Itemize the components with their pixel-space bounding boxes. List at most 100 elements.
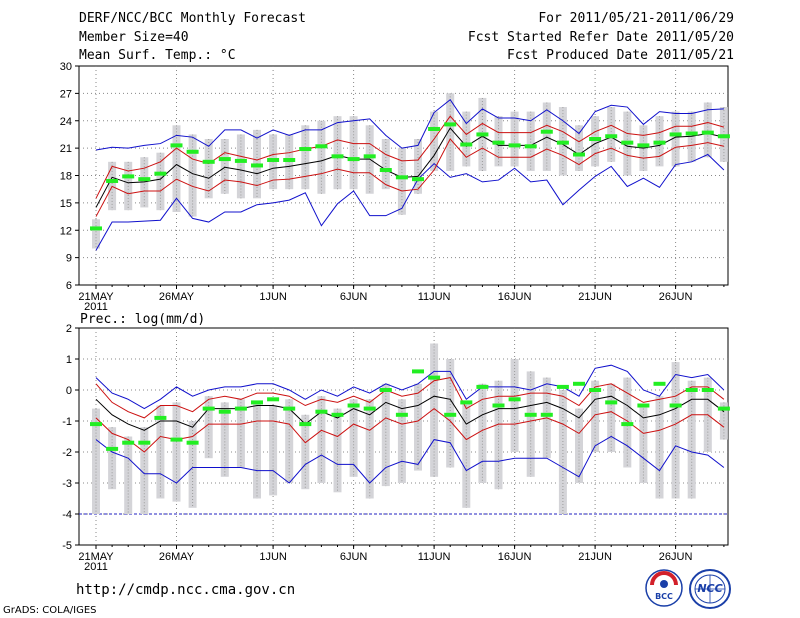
temperature-spread-bar — [172, 125, 181, 212]
temperature-spread-bar — [156, 152, 165, 211]
temperature-median-marker — [540, 129, 553, 134]
precipitation-spread-bar — [575, 408, 583, 483]
temperature-median-marker — [717, 134, 730, 139]
temperature-median-marker — [154, 171, 167, 176]
temperature-median-marker — [685, 131, 698, 136]
temperature-xtick-label: 16JUN — [498, 291, 532, 303]
bcc-logo-text: BCC — [655, 592, 673, 601]
precipitation-spread-bar — [462, 402, 471, 508]
temperature-spread-bar — [526, 111, 535, 171]
precipitation-ytick-label: 1 — [66, 354, 72, 366]
precipitation-spread-bar — [92, 408, 100, 514]
precipitation-median-marker — [428, 375, 441, 380]
temperature-median-marker — [412, 177, 424, 182]
precipitation-spread-bar — [220, 402, 229, 477]
temperature-median-marker — [589, 137, 602, 141]
temperature-spread-bar — [204, 139, 213, 199]
temperature-median-marker — [186, 149, 199, 154]
precipitation-median-marker — [90, 422, 102, 427]
temperature-median-marker — [234, 158, 247, 163]
precipitation-median-marker — [299, 422, 312, 427]
temperature-spread-bar — [236, 134, 245, 199]
precipitation-ytick-label: 0 — [66, 385, 72, 397]
temperature-median-marker — [347, 157, 360, 162]
temperature-median-marker — [299, 147, 312, 152]
precipitation-median-marker — [106, 446, 119, 451]
temperature-median-marker — [621, 140, 634, 145]
precipitation-spread-bar — [156, 405, 165, 499]
precipitation-median-marker — [701, 388, 714, 392]
precipitation-spread-bar — [414, 383, 422, 471]
precipitation-xtick-label: 21MAY — [78, 551, 114, 563]
temperature-median-marker — [379, 168, 392, 173]
temperature-xtick-year: 2011 — [84, 301, 108, 313]
ncc-logo-text: NCC — [697, 582, 723, 595]
precipitation-ytick-label: -2 — [62, 447, 72, 459]
precipitation-xtick-label: 26MAY — [159, 551, 195, 563]
precipitation-median-marker — [379, 388, 392, 392]
precipitation-spread-bar — [172, 402, 181, 502]
precipitation-median-marker — [234, 406, 247, 411]
temperature-median-marker — [524, 144, 537, 149]
temperature-spread-bar — [188, 134, 197, 217]
precipitation-median-marker — [444, 412, 457, 417]
precipitation-ytick-label: 2 — [66, 323, 72, 335]
forecast-period: For 2011/05/21-2011/06/29 — [538, 11, 734, 26]
temperature-ytick-label: 6 — [66, 280, 72, 292]
precipitation-median-marker — [540, 412, 553, 417]
precipitation-median-marker — [685, 388, 698, 392]
temperature-median-marker — [106, 178, 119, 183]
temperature-ytick-label: 24 — [60, 116, 72, 128]
precipitation-spread-bar — [510, 359, 519, 452]
precipitation-spread-bar — [317, 396, 326, 483]
temperature-spread-bar — [430, 111, 439, 171]
temperature-median-marker — [460, 142, 473, 147]
temperature-median-marker — [508, 143, 521, 148]
precipitation-median-marker — [154, 415, 167, 420]
temperature-median-marker — [218, 157, 231, 162]
precipitation-spread-bar — [349, 399, 358, 477]
temperature-median-marker — [90, 226, 102, 231]
precipitation-xtick-label: 6JUN — [340, 551, 368, 563]
precipitation-ytick-label: -3 — [62, 478, 72, 490]
temperature-median-marker — [170, 143, 183, 148]
precipitation-frame — [78, 327, 729, 546]
precipitation-xtick-label: 11JUN — [418, 551, 451, 563]
temperature-spread-bar — [92, 219, 100, 249]
temperature-max-line — [95, 99, 724, 151]
grads-credit: GrADS: COLA/IGES — [3, 605, 97, 616]
precipitation-median-marker — [492, 403, 505, 408]
precipitation-spread-bar — [478, 383, 487, 483]
precipitation-min-line — [95, 435, 725, 484]
precipitation-xtick-label: 21JUN — [578, 551, 612, 563]
temperature-median-marker — [556, 140, 569, 145]
bcc-logo: BCC — [644, 568, 684, 608]
temperature-xtick-label: 11JUN — [418, 291, 451, 303]
precip-panel-label: Prec.: log(mm/d) — [80, 312, 208, 327]
precipitation-mean-line — [95, 395, 725, 431]
precipitation-median-marker — [412, 369, 424, 374]
temperature-spread-bar — [381, 139, 390, 190]
precipitation-median-marker — [476, 384, 489, 389]
precipitation-median-marker — [621, 422, 634, 427]
precipitation-ytick-label: -1 — [62, 416, 72, 428]
temperature-median-marker — [138, 177, 151, 182]
precipitation-spread-bar — [639, 405, 648, 483]
precipitation-spread-bar — [558, 390, 567, 514]
precipitation-median-marker — [524, 412, 537, 417]
precipitation-median-marker — [170, 437, 183, 442]
ncc-logo: NCC — [688, 568, 732, 610]
precipitation-median-marker — [138, 440, 151, 445]
precipitation-spread-bar — [301, 414, 310, 490]
temperature-ytick-label: 15 — [60, 198, 72, 210]
precipitation-median-marker — [395, 412, 408, 417]
forecast-start-date: Fcst Started Refer Date 2011/05/20 — [467, 30, 734, 45]
temperature-median-marker — [363, 154, 376, 159]
member-size: Member Size=40 — [79, 30, 189, 45]
temperature-xtick-label: 26JUN — [659, 291, 693, 303]
precipitation-median-marker — [717, 406, 730, 411]
precipitation-median-marker — [186, 440, 199, 445]
